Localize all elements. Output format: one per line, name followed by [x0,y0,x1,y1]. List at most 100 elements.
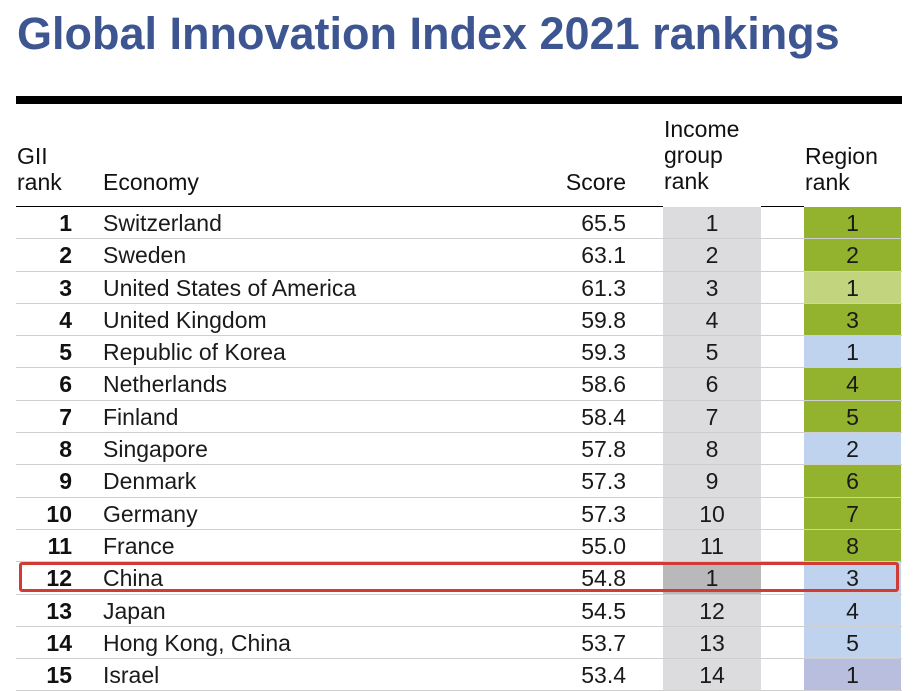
income-rank-cell: 1 [705,210,719,236]
region-rank-cell: 1 [804,336,901,369]
score-cell: 58.6 [581,371,626,398]
economy-cell: Singapore [103,436,208,463]
row-divider [16,335,902,337]
income-rank-cell: 4 [705,306,719,333]
gii-rank-cell: 10 [46,500,72,527]
economy-cell: Finland [103,403,179,430]
income-rank-cell: 10 [699,500,725,527]
row-divider [16,302,902,304]
title-rule [16,96,902,104]
header-region-rank: Region rank [805,143,878,195]
region-rank-cell: 8 [804,529,901,563]
table-row: 8 Singapore 57.8 8 2 [16,433,902,466]
gii-rank-cell: 5 [59,339,72,366]
gii-rank-cell: 12 [46,565,72,592]
economy-cell: Sweden [103,242,187,269]
economy-cell: Denmark [103,468,197,495]
economy-cell: Switzerland [103,210,222,236]
income-rank-cell: 13 [699,629,725,656]
region-rank-cell: 4 [804,594,901,627]
region-rank-cell: 1 [804,271,901,304]
score-cell: 59.3 [581,339,626,366]
score-cell: 58.4 [581,403,626,430]
gii-rank-cell: 9 [59,468,72,495]
score-cell: 53.4 [581,662,626,689]
table-row: 14 Hong Kong, China 53.7 13 5 [16,626,902,660]
economy-cell: United States of America [103,274,357,301]
score-cell: 53.7 [581,629,626,656]
economy-cell: China [103,565,164,592]
row-divider [16,593,902,595]
table-row: 10 Germany 57.3 10 7 [16,497,902,530]
header-region-line2: rank [805,169,850,195]
region-rank-cell: 1 [804,207,901,240]
header-gii-rank: GII rank [17,143,62,195]
table-row: 5 Republic of Korea 59.3 5 1 [16,336,902,369]
table-row: 7 Finland 58.4 7 5 [16,400,902,434]
table-row: 1 Switzerland 65.5 1 1 [16,207,902,240]
table-row: 9 Denmark 57.3 9 6 [16,465,902,498]
gii-rank-cell: 2 [59,242,72,269]
economy-cell: Netherlands [103,371,228,398]
income-rank-cell: 8 [705,436,719,463]
header-gii-rank-line2: rank [17,169,62,195]
region-rank-cell: 6 [804,465,901,498]
region-rank-cell: 3 [804,303,901,337]
economy-cell: Germany [103,500,198,527]
score-cell: 54.8 [581,565,626,592]
region-rank-cell: 5 [804,400,901,434]
row-divider [16,496,902,498]
row-divider [16,367,902,369]
gii-rank-cell: 6 [59,371,72,398]
header-income-line1: Income [664,116,740,142]
score-cell: 57.8 [581,436,626,463]
economy-cell: France [103,532,175,559]
gii-rank-cell: 1 [59,210,72,236]
economy-cell: Hong Kong, China [103,629,291,656]
row-divider [16,464,902,466]
economy-cell: Republic of Korea [103,339,286,366]
region-rank-cell: 1 [804,659,901,691]
header-score: Score [565,169,626,195]
score-cell: 63.1 [581,242,626,269]
economy-cell: United Kingdom [103,306,267,333]
score-cell: 54.5 [581,597,626,624]
gii-rank-cell: 4 [59,306,72,333]
row-divider [16,658,902,660]
header-income-line2: group [664,142,723,168]
table-row: 6 Netherlands 58.6 6 4 [16,368,902,401]
income-rank-cell: 11 [700,532,724,559]
economy-cell: Japan [103,597,166,624]
table-row: 2 Sweden 63.1 2 2 [16,239,902,272]
score-cell: 55.0 [581,532,626,559]
score-cell: 59.8 [581,306,626,333]
income-rank-cell: 7 [705,403,719,430]
income-column-background [663,207,761,691]
header-income-group-rank: Income group rank [664,116,739,194]
gii-rank-cell: 13 [46,597,72,624]
table-row: 13 Japan 54.5 12 4 [16,594,902,627]
region-rank-cell: 7 [804,497,901,530]
gii-rank-cell: 7 [59,403,72,430]
income-rank-cell: 14 [699,662,725,689]
score-cell: 61.3 [581,274,626,301]
region-rank-cell: 5 [804,626,901,660]
income-rank-cell: 1 [663,562,761,595]
rankings-table: 1 Switzerland 65.5 1 1 2 Sweden 63.1 2 2 3 United S… [16,207,902,691]
gii-rank-cell: 14 [46,629,72,656]
score-cell: 65.5 [581,210,626,236]
income-rank-cell: 12 [699,597,725,624]
income-rank-cell: 3 [705,274,719,301]
income-rank-cell: 6 [705,371,719,398]
table-row: 15 Israel 53.4 14 1 [16,659,902,691]
gii-rank-cell: 15 [46,662,72,689]
page-title: Global Innovation Index 2021 rankings [17,8,840,59]
row-divider [16,528,902,530]
header-economy: Economy [103,169,199,195]
table-row: 4 United Kingdom 59.8 4 3 [16,303,902,337]
region-rank-cell: 2 [804,239,901,272]
header-income-line3: rank [664,168,709,194]
header-gii-rank-line1: GII [17,143,48,169]
region-rank-cell: 4 [804,368,901,401]
gii-rank-cell: 3 [59,274,72,301]
